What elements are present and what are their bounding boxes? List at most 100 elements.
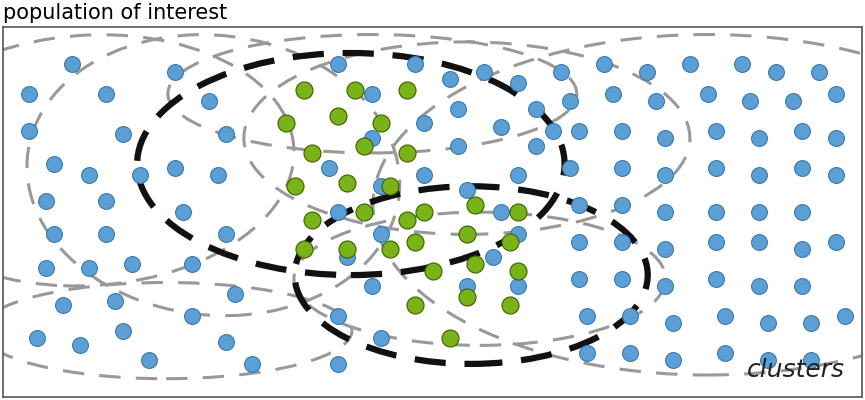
Point bbox=[744, 98, 758, 104]
Point bbox=[245, 361, 259, 367]
Point bbox=[709, 276, 723, 282]
Point bbox=[82, 172, 96, 178]
Point bbox=[511, 80, 525, 86]
Point bbox=[65, 61, 79, 67]
Point bbox=[718, 350, 732, 356]
Point bbox=[503, 302, 516, 308]
Point bbox=[39, 198, 53, 204]
Point bbox=[511, 172, 525, 178]
Point bbox=[812, 68, 826, 75]
Point bbox=[804, 320, 817, 326]
Point bbox=[382, 183, 396, 190]
Point bbox=[795, 128, 809, 134]
Point bbox=[365, 90, 379, 97]
Point bbox=[598, 61, 612, 67]
Point bbox=[443, 76, 457, 82]
Point bbox=[331, 361, 345, 367]
Point bbox=[365, 283, 379, 289]
Point bbox=[460, 283, 474, 289]
Point bbox=[305, 216, 319, 223]
Point bbox=[580, 312, 594, 319]
Point bbox=[297, 246, 311, 252]
Point bbox=[452, 142, 465, 149]
Point bbox=[220, 231, 234, 238]
Point bbox=[830, 90, 843, 97]
Point bbox=[804, 357, 817, 364]
Point bbox=[830, 172, 843, 178]
Point bbox=[494, 209, 508, 215]
Point bbox=[22, 128, 35, 134]
Point bbox=[168, 164, 182, 171]
Point bbox=[572, 202, 586, 208]
Point bbox=[99, 198, 112, 204]
Point bbox=[709, 238, 723, 245]
Point bbox=[769, 68, 783, 75]
Point bbox=[572, 276, 586, 282]
Point bbox=[546, 128, 560, 134]
Point bbox=[185, 312, 199, 319]
Point bbox=[74, 342, 87, 349]
Point bbox=[400, 87, 413, 93]
Point bbox=[357, 209, 371, 215]
Point bbox=[701, 90, 714, 97]
Point bbox=[142, 357, 156, 364]
Point bbox=[529, 105, 542, 112]
Point bbox=[469, 261, 483, 267]
Point bbox=[511, 209, 525, 215]
Point bbox=[753, 283, 766, 289]
Point bbox=[709, 209, 723, 215]
Point bbox=[657, 135, 671, 141]
Point bbox=[382, 246, 396, 252]
Point bbox=[48, 161, 61, 167]
Point bbox=[511, 283, 525, 289]
Point bbox=[426, 268, 439, 274]
Point bbox=[657, 246, 671, 252]
Point bbox=[795, 246, 809, 252]
Point bbox=[202, 98, 216, 104]
Point bbox=[830, 238, 843, 245]
Text: clusters: clusters bbox=[747, 358, 845, 382]
Point bbox=[657, 209, 671, 215]
Point bbox=[786, 98, 800, 104]
Point bbox=[615, 164, 629, 171]
Point bbox=[185, 261, 199, 267]
Point bbox=[572, 128, 586, 134]
Point bbox=[374, 335, 388, 341]
Point bbox=[116, 131, 130, 138]
Point bbox=[323, 164, 336, 171]
Point bbox=[357, 142, 371, 149]
Point bbox=[795, 283, 809, 289]
Point bbox=[554, 68, 568, 75]
Point bbox=[760, 357, 774, 364]
Point bbox=[709, 128, 723, 134]
Point bbox=[563, 164, 577, 171]
Point bbox=[107, 298, 121, 304]
Point bbox=[624, 350, 638, 356]
Point bbox=[615, 202, 629, 208]
Text: population of interest: population of interest bbox=[3, 3, 227, 23]
Point bbox=[400, 150, 413, 156]
Point bbox=[640, 68, 654, 75]
Point bbox=[753, 238, 766, 245]
Point bbox=[331, 113, 345, 119]
Point bbox=[657, 283, 671, 289]
Point bbox=[460, 231, 474, 238]
Point bbox=[452, 105, 465, 112]
Point bbox=[305, 150, 319, 156]
Point bbox=[511, 231, 525, 238]
Point bbox=[460, 294, 474, 300]
Point bbox=[400, 216, 413, 223]
Point bbox=[709, 164, 723, 171]
Point bbox=[99, 231, 112, 238]
Point bbox=[606, 90, 620, 97]
Point bbox=[56, 302, 70, 308]
Point bbox=[753, 172, 766, 178]
Point bbox=[408, 61, 422, 67]
Point bbox=[718, 312, 732, 319]
Point bbox=[288, 183, 302, 190]
Point bbox=[615, 276, 629, 282]
Point bbox=[125, 261, 138, 267]
Point bbox=[331, 61, 345, 67]
Point bbox=[511, 268, 525, 274]
Point bbox=[133, 172, 147, 178]
